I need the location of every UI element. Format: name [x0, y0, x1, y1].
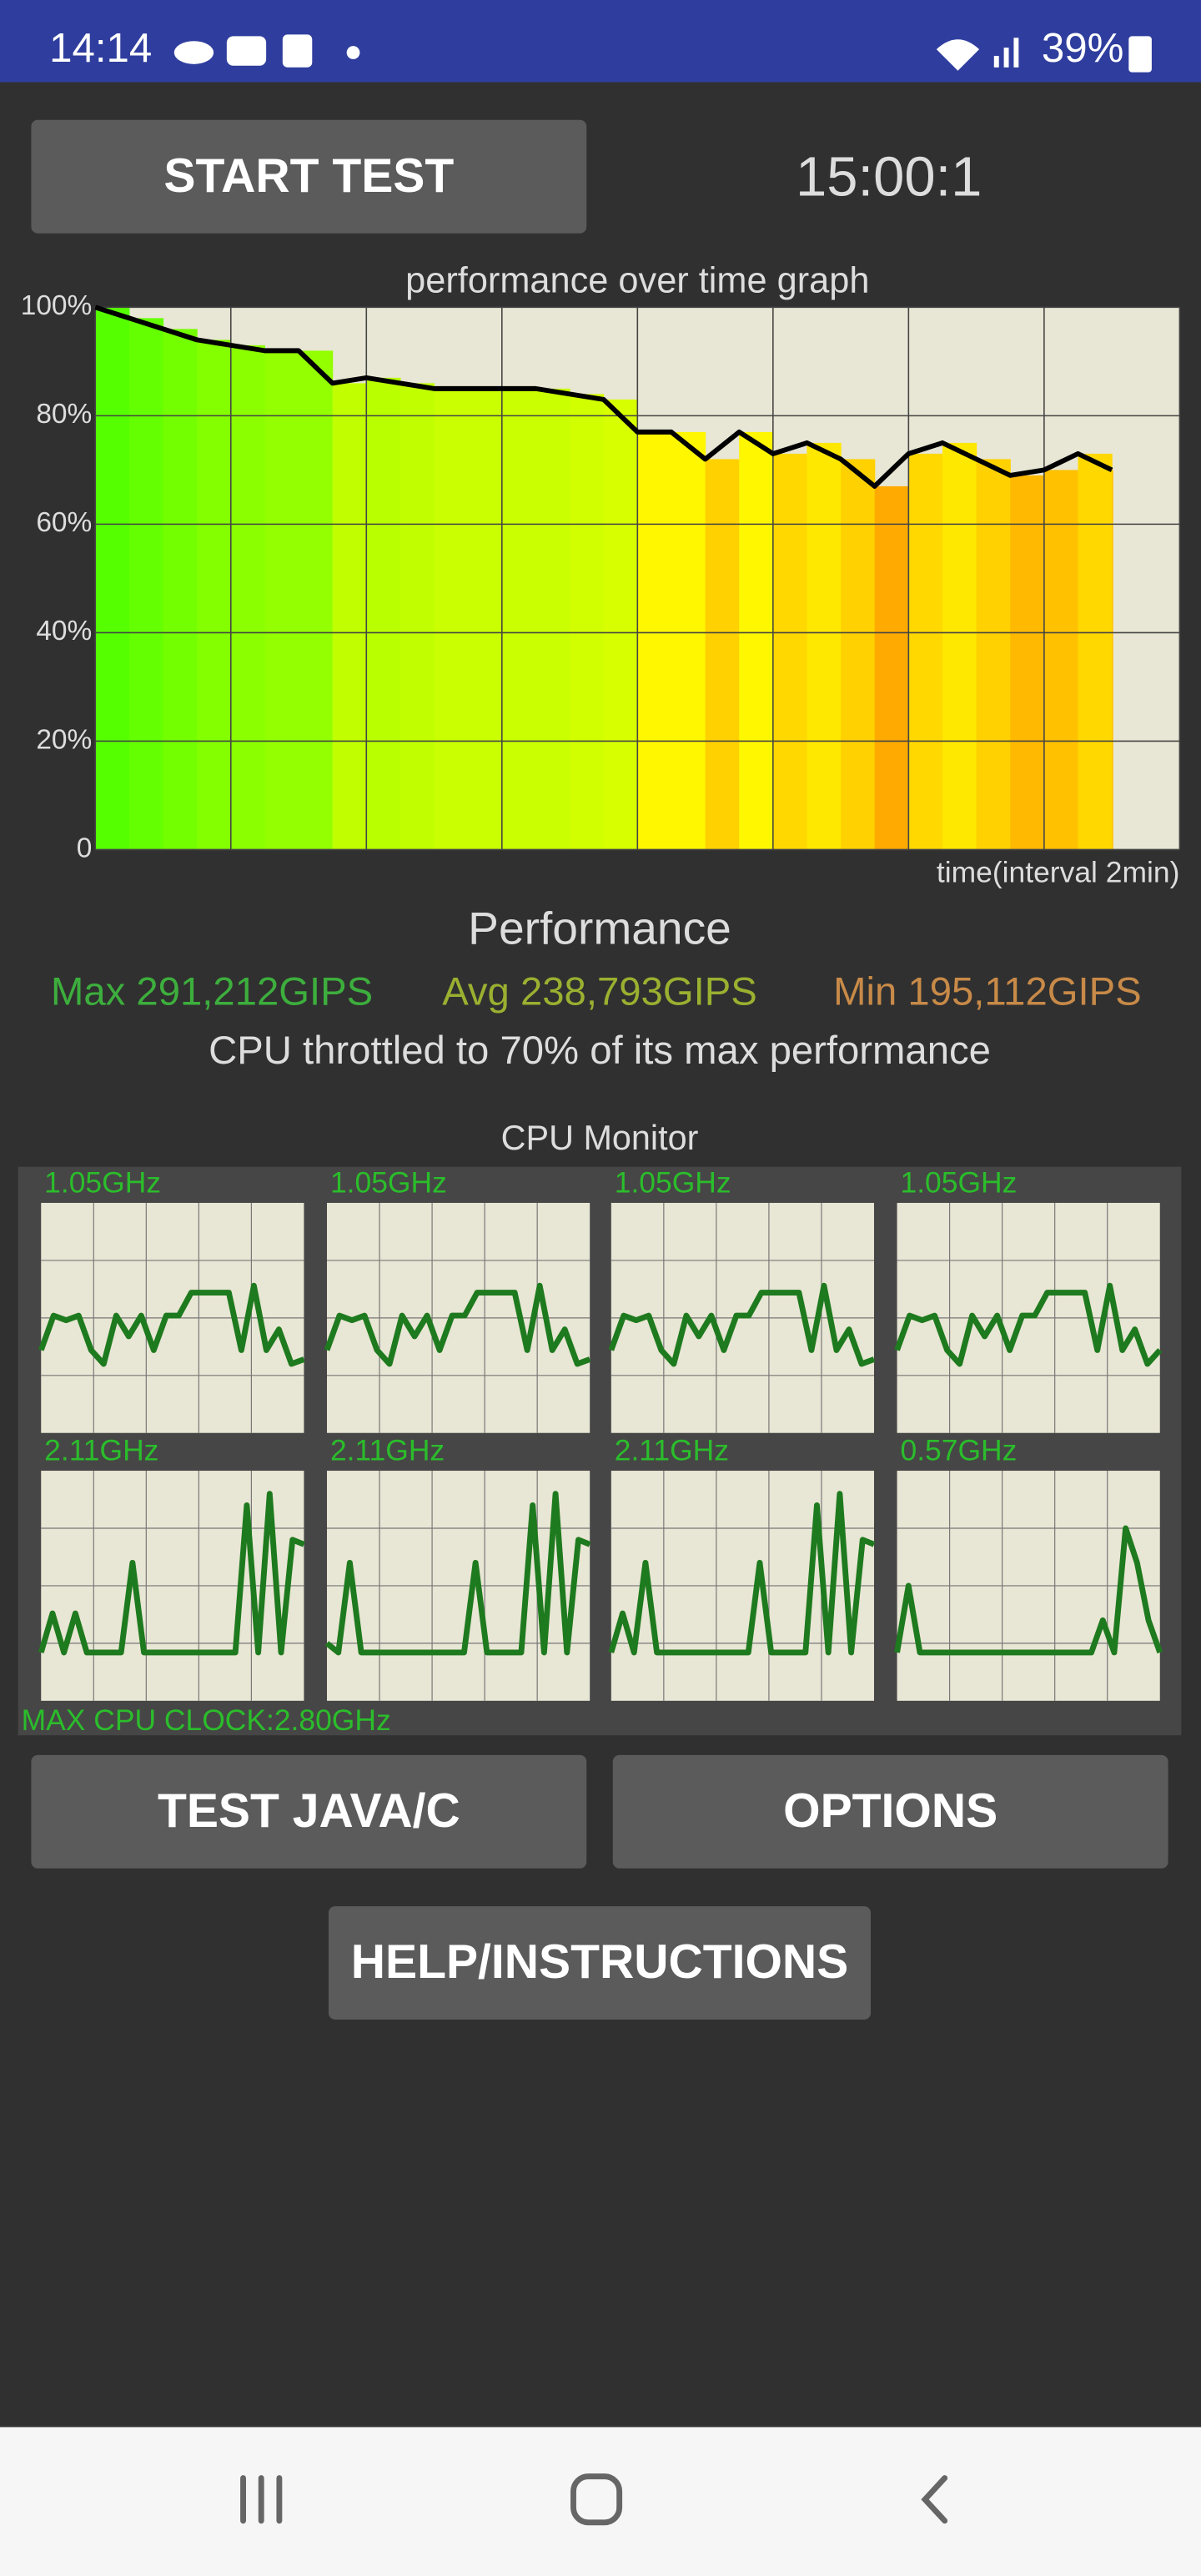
performance-bar	[163, 329, 198, 850]
y-tick-label: 60%	[36, 507, 92, 538]
core-clock: 0.57GHz	[901, 1434, 1018, 1467]
y-tick-label: 40%	[36, 616, 92, 647]
performance-bar	[603, 399, 638, 850]
core-clock: 2.11GHz	[330, 1434, 445, 1467]
performance-bar	[1112, 470, 1113, 850]
performance-bar	[874, 486, 909, 850]
y-tick-label: 0	[77, 833, 93, 863]
core-clock: 2.11GHz	[44, 1434, 158, 1467]
help-button[interactable]	[328, 1906, 872, 2020]
max-performance: Max 291,212GIPS	[51, 969, 373, 1014]
core-load-line	[38, 1282, 305, 1367]
avg-performance: Avg 238,793GIPS	[442, 969, 757, 1014]
button-label: TEST JAVA/C	[158, 1784, 460, 1838]
nav-bar	[0, 2427, 1201, 2576]
nav-buttons	[240, 2473, 948, 2526]
recents-button[interactable]	[240, 2475, 283, 2524]
performance-bar	[501, 388, 537, 850]
performance-bar	[705, 459, 740, 850]
performance-bar	[468, 388, 503, 850]
performance-bar	[535, 388, 570, 850]
core-clock: 1.05GHz	[330, 1166, 447, 1200]
core-load-line	[324, 1282, 591, 1367]
cpu-monitor-title: CPU Monitor	[501, 1119, 699, 1157]
start-button-label: START TEST	[163, 149, 454, 203]
performance-bar	[366, 377, 401, 850]
performance-bar	[772, 453, 808, 850]
performance-bar	[95, 307, 130, 850]
home-button[interactable]	[570, 2473, 623, 2526]
max-cpu-clock: MAX CPU CLOCK:2.80GHz	[22, 1703, 391, 1737]
core-clock: 1.05GHz	[44, 1166, 161, 1200]
y-tick-label: 20%	[36, 724, 92, 755]
performance-bar	[807, 442, 842, 850]
core-clock: 1.05GHz	[901, 1166, 1018, 1200]
start-button[interactable]	[31, 119, 587, 234]
core-clock: 1.05GHz	[615, 1166, 731, 1200]
core-load-line	[608, 1282, 876, 1367]
performance-bar	[434, 388, 469, 850]
x-axis-label: time(interval 2min)	[937, 855, 1179, 888]
options-button[interactable]	[612, 1754, 1168, 1869]
performance-bar	[230, 345, 265, 850]
core-clock: 2.11GHz	[615, 1434, 729, 1467]
throttle-summary: CPU throttled to 70% of its max performa…	[209, 1029, 991, 1073]
performance-bar	[976, 459, 1011, 850]
performance-title: Performance	[468, 902, 731, 953]
status-bar	[0, 0, 1201, 83]
performance-bar	[264, 350, 299, 850]
timer: 15:00:1	[796, 145, 982, 208]
status-time: 14:14	[49, 25, 152, 71]
core-load-line	[608, 1491, 876, 1656]
performance-bar	[841, 459, 876, 850]
cpu-cores: 1.05GHz 1.05GHz 1.05GHz 1.05GHz 2.11GHz 2.11G…	[38, 1166, 1163, 1701]
min-performance: Min 195,112GIPS	[833, 969, 1142, 1014]
performance-bar	[637, 431, 672, 850]
button-label: OPTIONS	[783, 1784, 997, 1838]
performance-bar	[197, 340, 232, 850]
core-load-line	[324, 1491, 591, 1656]
performance-line	[94, 304, 1113, 489]
core-load-line	[894, 1525, 1163, 1656]
performance-graph: 0 20% 40% 60% 80% 100%	[21, 290, 1181, 863]
chart-title: performance over time graph	[405, 260, 869, 300]
performance-bar	[299, 350, 334, 850]
performance-bar	[1078, 453, 1113, 850]
performance-bar	[671, 431, 706, 850]
test-java-button[interactable]	[31, 1754, 587, 1869]
core-load-line	[894, 1282, 1163, 1367]
performance-bar	[908, 453, 943, 850]
battery-level: 39%	[1042, 25, 1124, 71]
performance-bar	[128, 318, 164, 850]
performance-bar	[739, 431, 774, 850]
performance-bar	[1010, 475, 1045, 850]
performance-bar	[942, 442, 977, 850]
back-button[interactable]	[921, 2475, 948, 2524]
status-icons	[173, 34, 1152, 73]
y-tick-label: 100%	[21, 290, 93, 321]
performance-bar	[1043, 470, 1079, 850]
core-load-line	[38, 1491, 305, 1656]
button-label: HELP/INSTRUCTIONS	[351, 1935, 849, 1989]
y-tick-label: 80%	[36, 399, 92, 430]
performance-bar	[399, 383, 435, 850]
performance-bar	[570, 394, 605, 850]
performance-bar	[332, 383, 367, 850]
